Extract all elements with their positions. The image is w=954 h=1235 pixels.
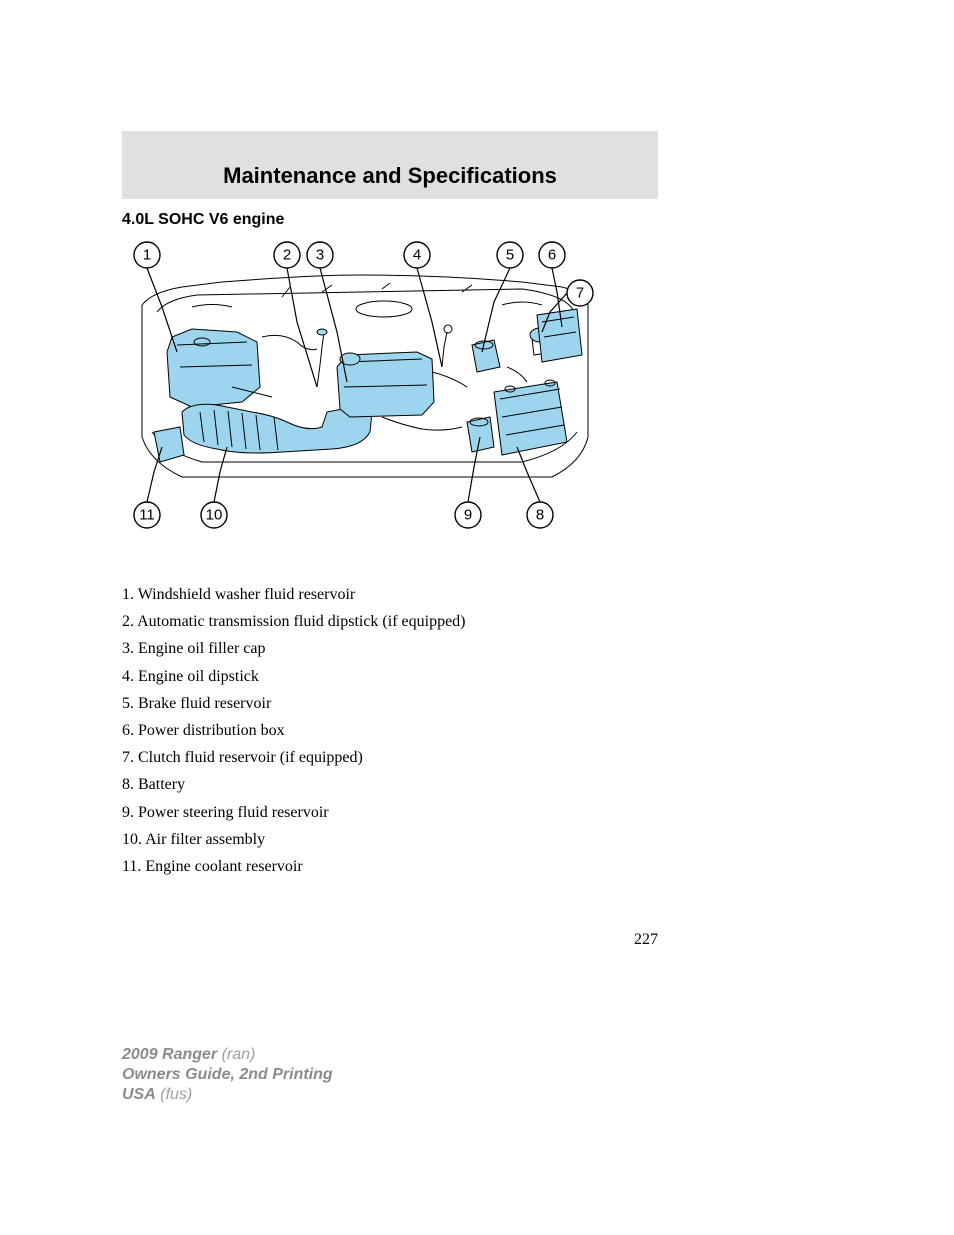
section-header-banner: Maintenance and Specifications [122, 131, 658, 199]
footer-region: USA [122, 1086, 156, 1103]
callout-number-6: 6 [548, 247, 556, 264]
component-ps-reservoir [467, 417, 494, 452]
callout-number-1: 1 [143, 247, 151, 264]
callout-number-9: 9 [464, 507, 472, 524]
legend-item-11: 11. Engine coolant reservoir [122, 853, 658, 880]
document-footer: 2009 Ranger (ran) Owners Guide, 2nd Prin… [122, 1045, 333, 1105]
callout-number-10: 10 [206, 507, 223, 524]
callout-number-5: 5 [506, 247, 514, 264]
callout-number-7: 7 [576, 285, 584, 302]
engine-diagram: 1 2 3 4 5 6 7 8 9 10 11 [122, 237, 596, 533]
engine-diagram-svg: 1 2 3 4 5 6 7 8 9 10 11 [122, 237, 596, 533]
component-washer-reservoir [167, 329, 260, 407]
callout-number-4: 4 [413, 247, 421, 264]
document-page: Maintenance and Specifications 4.0L SOHC… [122, 131, 658, 880]
footer-region-code: (fus) [160, 1086, 192, 1103]
callout-number-11: 11 [139, 507, 155, 524]
footer-region-line: USA (fus) [122, 1085, 333, 1105]
footer-model-line: 2009 Ranger (ran) [122, 1045, 333, 1065]
footer-guide: Owners Guide, 2nd Printing [122, 1065, 333, 1085]
section-title: Maintenance and Specifications [223, 163, 557, 189]
component-brake-reservoir [472, 340, 500, 372]
legend-item-1: 1. Windshield washer fluid reservoir [122, 581, 658, 608]
footer-model-code: (ran) [222, 1046, 256, 1063]
legend-item-4: 4. Engine oil dipstick [122, 663, 658, 690]
legend-item-5: 5. Brake fluid reservoir [122, 690, 658, 717]
callout-number-2: 2 [283, 247, 291, 264]
engine-subtitle: 4.0L SOHC V6 engine [122, 211, 658, 229]
footer-model: 2009 Ranger [122, 1046, 217, 1063]
callout-number-8: 8 [536, 507, 544, 524]
component-trans-dipstick [317, 329, 327, 387]
legend-item-8: 8. Battery [122, 771, 658, 798]
legend-item-6: 6. Power distribution box [122, 717, 658, 744]
legend-item-2: 2. Automatic transmission fluid dipstick… [122, 608, 658, 635]
legend-item-7: 7. Clutch fluid reservoir (if equipped) [122, 744, 658, 771]
legend-item-3: 3. Engine oil filler cap [122, 635, 658, 662]
legend-item-9: 9. Power steering fluid reservoir [122, 799, 658, 826]
component-battery [494, 380, 567, 455]
component-oil-dipstick [442, 325, 452, 367]
component-power-dist-box [537, 309, 582, 362]
component-legend: 1. Windshield washer fluid reservoir2. A… [122, 581, 658, 880]
callout-number-3: 3 [316, 247, 324, 264]
page-number: 227 [634, 931, 658, 949]
legend-item-10: 10. Air filter assembly [122, 826, 658, 853]
